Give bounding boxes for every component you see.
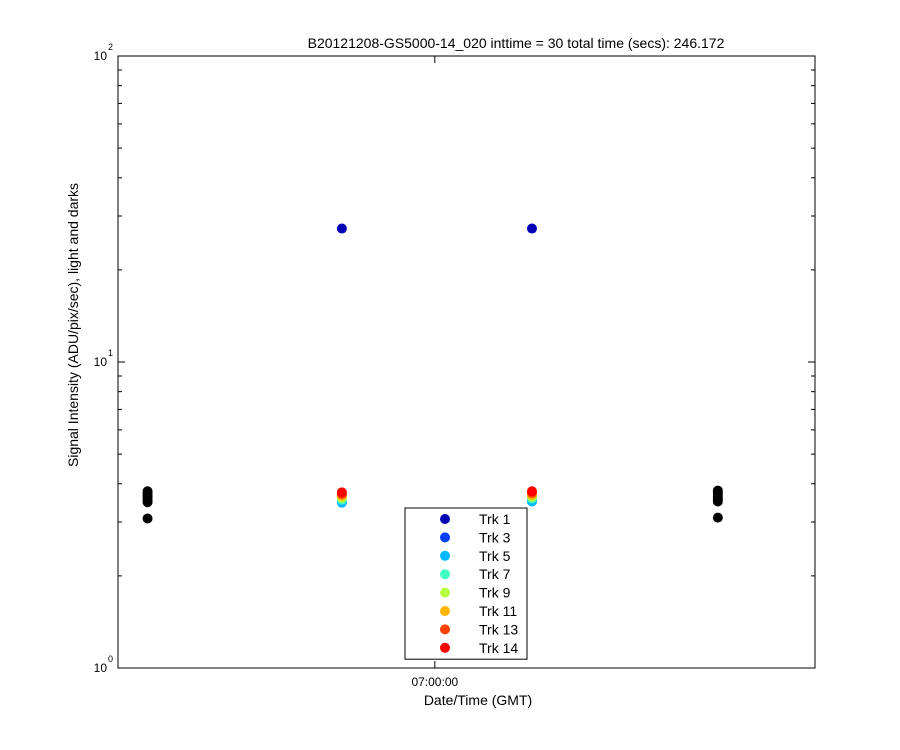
legend-marker (440, 514, 450, 524)
axis-ticks (118, 55, 815, 669)
legend-marker (440, 569, 450, 580)
legend-label: Trk 9 (479, 585, 511, 601)
legend-marker (440, 587, 450, 598)
data-point (526, 223, 537, 234)
chart-title: B20121208-GS5000-14_020 inttime = 30 tot… (308, 35, 725, 51)
legend-marker (440, 532, 450, 543)
y-tick-label: 10 (94, 355, 108, 369)
data-points (142, 223, 723, 524)
data-point (142, 486, 153, 497)
legend-label: Trk 5 (479, 548, 511, 564)
data-point (712, 485, 723, 496)
x-axis-label: Date/Time (GMT) (424, 692, 532, 708)
legend-box (404, 507, 528, 660)
legend-marker (440, 642, 450, 653)
y-tick-label: 10 (94, 49, 108, 63)
data-point (336, 487, 347, 498)
legend-label: Trk 13 (479, 621, 518, 637)
legend-label: Trk 7 (479, 566, 511, 582)
x-tick-label: 07:00:00 (411, 675, 458, 689)
legend-marker (440, 606, 450, 616)
legend-marker (440, 624, 450, 635)
legend-marker (440, 550, 450, 561)
legend-label: Trk 11 (479, 603, 517, 619)
data-point (712, 512, 723, 523)
data-point (142, 513, 153, 524)
legend: Trk 1 Trk 3 Trk 5 Trk 7 Trk 9 Trk 11 Trk 13 Trk… (404, 507, 528, 660)
y-tick-exponent: 2 (108, 42, 113, 52)
y-tick-exponent: 1 (108, 348, 113, 358)
x-tick-labels: 07:00:00 (411, 675, 458, 689)
y-tick-label: 10 (94, 661, 108, 675)
legend-label: Trk 1 (479, 511, 511, 527)
data-point (526, 486, 537, 497)
legend-label: Trk 3 (479, 529, 511, 545)
y-axis-label: Signal Intensity (ADU/pix/sec), light an… (65, 183, 81, 467)
y-tick-exponent: 0 (108, 654, 113, 664)
legend-label: Trk 14 (479, 640, 518, 656)
data-point (336, 223, 347, 234)
